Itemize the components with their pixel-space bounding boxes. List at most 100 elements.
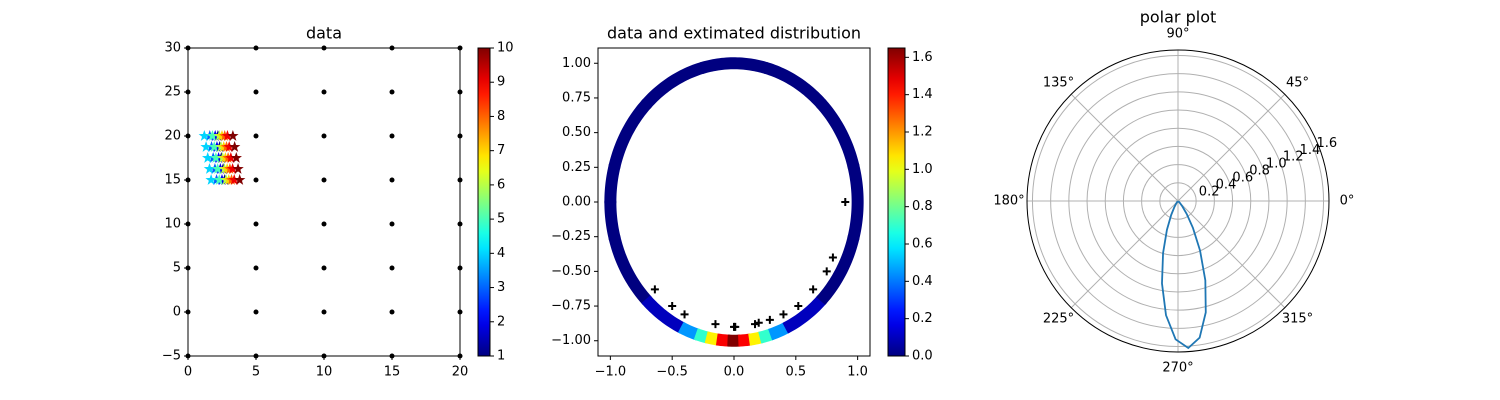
theta-tick-label: 315°: [1282, 312, 1313, 327]
grid-dot: [185, 45, 191, 51]
chart-title: data: [306, 24, 342, 43]
colorbar-tick-label: 5: [497, 212, 505, 227]
grid-dot: [253, 221, 259, 227]
polar-frame: [1026, 49, 1330, 353]
star-point: [225, 152, 237, 163]
colorbar-tick-label: 8: [497, 109, 505, 124]
density-ring: [641, 295, 686, 334]
star-point: [227, 130, 239, 141]
data-point: [841, 198, 850, 206]
grid-dot: [389, 133, 395, 139]
colorbar: [887, 47, 906, 357]
grid-dot: [457, 221, 463, 227]
y-tick-label: 0.50: [562, 125, 591, 140]
grid-dot: [185, 177, 191, 183]
data-point: [794, 302, 803, 311]
grid-dot: [457, 353, 463, 359]
grid-dot: [185, 353, 191, 359]
x-tick-label: 0: [184, 365, 192, 380]
grid-dot: [253, 309, 259, 315]
r-tick-label: 1.2: [1283, 150, 1304, 165]
grid-dot: [253, 353, 259, 359]
star-point: [210, 152, 222, 163]
y-tick-label: −0.75: [551, 299, 591, 314]
grid-dot: [185, 309, 191, 315]
colorbar-tick-label: 10: [497, 41, 514, 56]
theta-tick-label: 0°: [1340, 194, 1355, 209]
data-point: [822, 267, 831, 276]
density-ring: [763, 61, 827, 109]
grid-dot: [185, 265, 191, 271]
star-point: [228, 174, 240, 185]
grid-dot: [253, 45, 259, 51]
y-tick-label: 25: [164, 85, 181, 100]
theta-grid-line: [1177, 93, 1286, 202]
colorbar-tick-label: 1.4: [912, 87, 933, 102]
r-tick-label: 1.6: [1316, 136, 1337, 151]
star-point: [213, 174, 225, 185]
density-ring: [608, 235, 652, 305]
star-point: [202, 152, 214, 163]
star-point: [206, 130, 219, 141]
y-tick-label: −1.00: [551, 333, 591, 348]
colorbar-tick-label: 0.6: [912, 237, 933, 252]
r-tick-label: 0.6: [1232, 171, 1253, 186]
grid-dot: [389, 221, 395, 227]
star-point: [211, 163, 224, 174]
data-point: [809, 285, 818, 294]
grid-dot: [321, 45, 327, 51]
grid-dot: [457, 265, 463, 271]
grid-dot: [457, 45, 463, 51]
x-tick-label: 0.0: [724, 365, 745, 380]
star-point: [223, 141, 235, 152]
data-point: [828, 253, 837, 262]
x-tick-label: 0.5: [785, 365, 806, 380]
x-tick-label: 5: [252, 365, 260, 380]
y-tick-label: −0.25: [551, 229, 591, 244]
x-tick-label: 15: [384, 365, 401, 380]
y-tick-label: −5: [162, 349, 181, 364]
density-ring: [782, 295, 827, 334]
grid-dot: [457, 309, 463, 315]
colorbar-tick-label: 0.4: [912, 274, 933, 289]
grid-dot: [185, 221, 191, 227]
density-ring: [699, 57, 769, 75]
density-ring: [816, 235, 860, 305]
x-tick-label: 1.0: [847, 365, 868, 380]
density-ring: [641, 61, 705, 109]
theta-tick-label: 90°: [1166, 27, 1189, 42]
y-tick-label: 0.75: [562, 90, 591, 105]
y-tick-label: 30: [164, 41, 181, 56]
r-tick-label: 1.4: [1300, 143, 1321, 158]
theta-tick-label: 180°: [993, 194, 1024, 209]
grid-dot: [253, 177, 259, 183]
data-point: [751, 320, 760, 329]
x-tick-label: 20: [452, 365, 469, 380]
colorbar-tick-label: 6: [497, 177, 505, 192]
theta-grid-line: [1177, 200, 1286, 309]
colorbar-tick-label: 0.8: [912, 199, 933, 214]
colorbar-tick-label: 9: [497, 75, 505, 90]
star-point: [221, 130, 234, 141]
colorbar-tick-label: 1.2: [912, 125, 933, 140]
star-point: [205, 174, 217, 185]
data-point: [668, 302, 677, 311]
colorbar-tick-label: 2: [497, 314, 505, 329]
grid-dot: [253, 265, 259, 271]
colorbar-tick-label: 1: [497, 349, 505, 364]
y-tick-label: 0: [173, 305, 181, 320]
star-point: [208, 141, 220, 152]
grid-dot: [389, 45, 395, 51]
r-tick-label: 1.0: [1266, 157, 1287, 172]
grid-dot: [321, 353, 327, 359]
theta-tick-label: 45°: [1286, 75, 1309, 90]
x-tick-label: 10: [316, 365, 333, 380]
y-tick-label: 5: [173, 261, 181, 276]
grid-dot: [321, 177, 327, 183]
grid-dot: [389, 177, 395, 183]
axes-frame: [597, 47, 871, 357]
colorbar: [477, 47, 491, 357]
density-ring: [816, 99, 860, 169]
grid-dot: [253, 133, 259, 139]
